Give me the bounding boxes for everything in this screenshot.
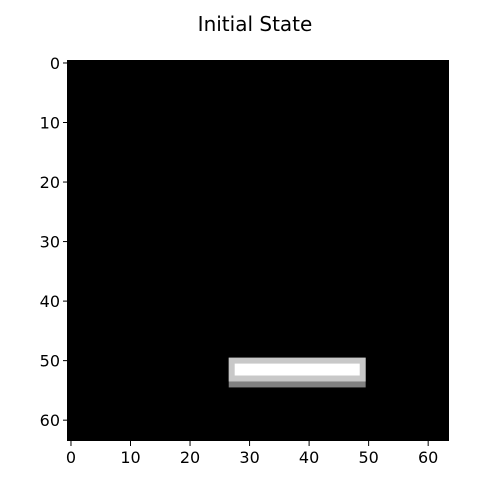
x-tick-label: 40 xyxy=(299,448,319,467)
y-tick-label: 0 xyxy=(50,54,60,73)
axes: 0 10 20 30 40 50 60 0 10 20 30 40 50 60 xyxy=(40,54,449,467)
y-tick-label: 40 xyxy=(40,292,60,311)
y-axis-ticks: 0 10 20 30 40 50 60 xyxy=(40,54,68,430)
x-tick-label: 10 xyxy=(120,448,140,467)
x-tick-label: 0 xyxy=(66,448,76,467)
y-tick-label: 10 xyxy=(40,114,60,133)
x-tick-label: 60 xyxy=(418,448,438,467)
x-tick-label: 50 xyxy=(358,448,378,467)
y-tick-label: 30 xyxy=(40,233,60,252)
game-pixels xyxy=(228,357,366,388)
x-tick-label: 30 xyxy=(239,448,259,467)
y-tick-label: 50 xyxy=(40,352,60,371)
figure-title: Initial State xyxy=(198,12,313,36)
x-tick-label: 20 xyxy=(180,448,200,467)
paddle-top xyxy=(234,363,360,376)
y-tick-label: 20 xyxy=(40,173,60,192)
x-axis-ticks: 0 10 20 30 40 50 60 xyxy=(66,441,438,467)
y-tick-label: 60 xyxy=(40,411,60,430)
